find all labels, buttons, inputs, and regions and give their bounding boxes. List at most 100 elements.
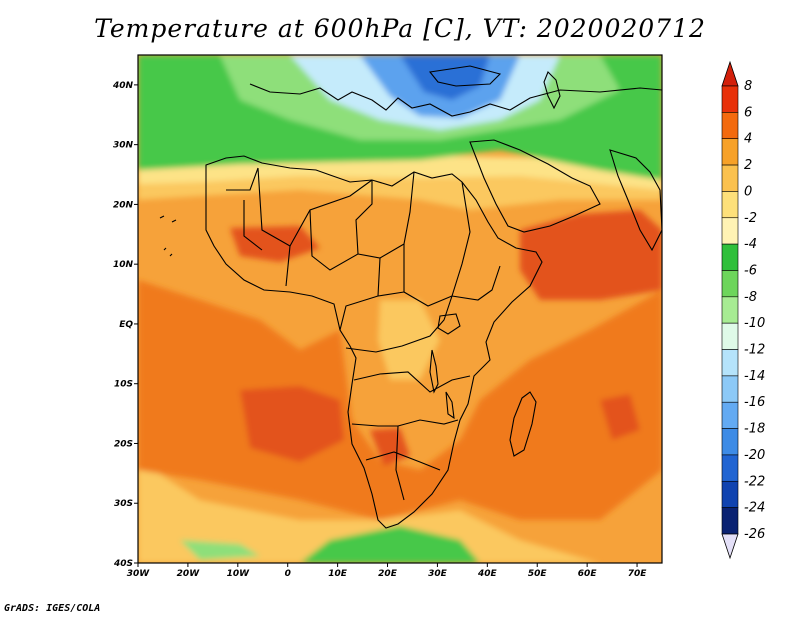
colorbar-label: -22 (744, 474, 765, 489)
coastlines (159, 65, 662, 529)
lat-label: 30S (114, 499, 133, 509)
border (377, 291, 405, 297)
lon-label: 30E (428, 569, 448, 579)
colorbar-label: 4 (744, 132, 752, 147)
lon-label: 70E (628, 569, 648, 579)
colorbar-label: -14 (744, 369, 765, 384)
temperature-band (138, 280, 662, 520)
colorbar-label: -16 (744, 395, 765, 410)
colorbar: 8 6 4 2 0 -2 -4 -6 -8 -10 -12 -14 -16 -18 -20 -22 -24 -26 (721, 60, 765, 560)
lon-label: 20E (378, 569, 398, 579)
lon-label: 30W (127, 569, 151, 579)
africa-coast (205, 155, 543, 529)
border (395, 425, 405, 501)
india (609, 149, 662, 252)
lat-label: 40S (113, 559, 133, 569)
colorbar-swatch (721, 270, 739, 298)
colorbar-swatch (721, 428, 739, 456)
axis-ticks: 30W 20W 10W 0 10E 20E 30E 40E 50E 60E 70E 40N 30N 20N… (112, 81, 647, 579)
lon-label: 40E (477, 569, 498, 579)
lake-victoria (437, 313, 461, 335)
lake-malawi (445, 391, 455, 420)
colorbar-swatch (721, 164, 739, 192)
lon-label: 50E (528, 569, 548, 579)
lon-label: 10W (227, 569, 251, 579)
colorbar-swatch (721, 191, 739, 219)
colorbar-swatch (721, 454, 739, 482)
colorbar-swatch (721, 217, 739, 245)
border (226, 167, 259, 191)
border (365, 451, 441, 471)
border (257, 167, 373, 247)
lat-label: EQ (119, 320, 133, 330)
border (285, 245, 291, 287)
temperature-band (138, 170, 662, 210)
colorbar-swatch (721, 112, 739, 140)
lon-label: 0 (285, 569, 291, 579)
colorbar-label: -6 (744, 263, 757, 278)
colorbar-label: -2 (744, 211, 757, 226)
colorbar-label: -20 (744, 448, 765, 463)
temperature-band (600, 394, 640, 440)
colorbar-label: 6 (744, 105, 752, 120)
cape-verde (163, 247, 173, 257)
temperature-band (240, 386, 344, 462)
colorbar-swatch (721, 375, 739, 403)
colorbar-label: -12 (744, 343, 765, 358)
arabia (469, 139, 601, 233)
colorbar-swatch (721, 138, 739, 166)
colorbar-swatch (721, 243, 739, 271)
colorbar-label: -18 (744, 422, 765, 437)
canary-islands (159, 215, 177, 223)
madagascar (509, 391, 537, 457)
black-sea (428, 65, 502, 87)
border (353, 371, 471, 393)
lon-label: 60E (578, 569, 598, 579)
temperature-band (370, 428, 410, 466)
border (345, 295, 453, 353)
lat-label: 30N (113, 141, 134, 151)
lon-label: 10E (328, 569, 348, 579)
europe-coast (249, 83, 662, 117)
colorbar-swatch (721, 349, 739, 377)
border (451, 265, 501, 301)
colorbar-label: -24 (744, 501, 765, 516)
temperature-band (138, 460, 600, 563)
temperature-band (230, 226, 320, 262)
colorbar-swatch (721, 480, 739, 508)
credit-text: GrADS: IGES/COLA (4, 603, 101, 614)
colorbar-swatch (721, 507, 739, 535)
colorbar-swatch (721, 85, 739, 113)
map-frame (137, 54, 663, 564)
temperature-band (378, 300, 440, 380)
colorbar-label: -8 (744, 290, 757, 305)
temperature-band (300, 526, 480, 563)
lat-label: 10N (113, 260, 134, 270)
colorbar-swatch (721, 322, 739, 350)
colorbar-label: 8 (744, 79, 752, 94)
border (351, 419, 459, 427)
colorbar-label: -10 (744, 316, 765, 331)
caspian (543, 71, 561, 110)
lat-label: 20S (114, 439, 133, 449)
lat-label: 40N (112, 81, 134, 91)
border (243, 200, 263, 251)
lat-label: 20N (113, 200, 134, 210)
colorbar-label: 2 (744, 158, 752, 173)
temperature-field (138, 55, 662, 563)
colorbar-top-arrow (721, 60, 739, 87)
temperature-band (180, 540, 260, 560)
border (339, 257, 381, 331)
colorbar-label: -4 (744, 237, 757, 252)
chart-title: Temperature at 600hPa [C], VT: 202002071… (94, 14, 706, 43)
colorbar-swatch (721, 401, 739, 429)
lake-tanganyika (429, 349, 439, 394)
colorbar-bottom-arrow (721, 533, 739, 560)
colorbar-label: 0 (744, 184, 752, 199)
lon-label: 20W (177, 569, 201, 579)
colorbar-swatch (721, 296, 739, 324)
lat-label: 10S (114, 380, 133, 390)
temperature-band (520, 210, 662, 300)
colorbar-label: -26 (744, 527, 765, 542)
